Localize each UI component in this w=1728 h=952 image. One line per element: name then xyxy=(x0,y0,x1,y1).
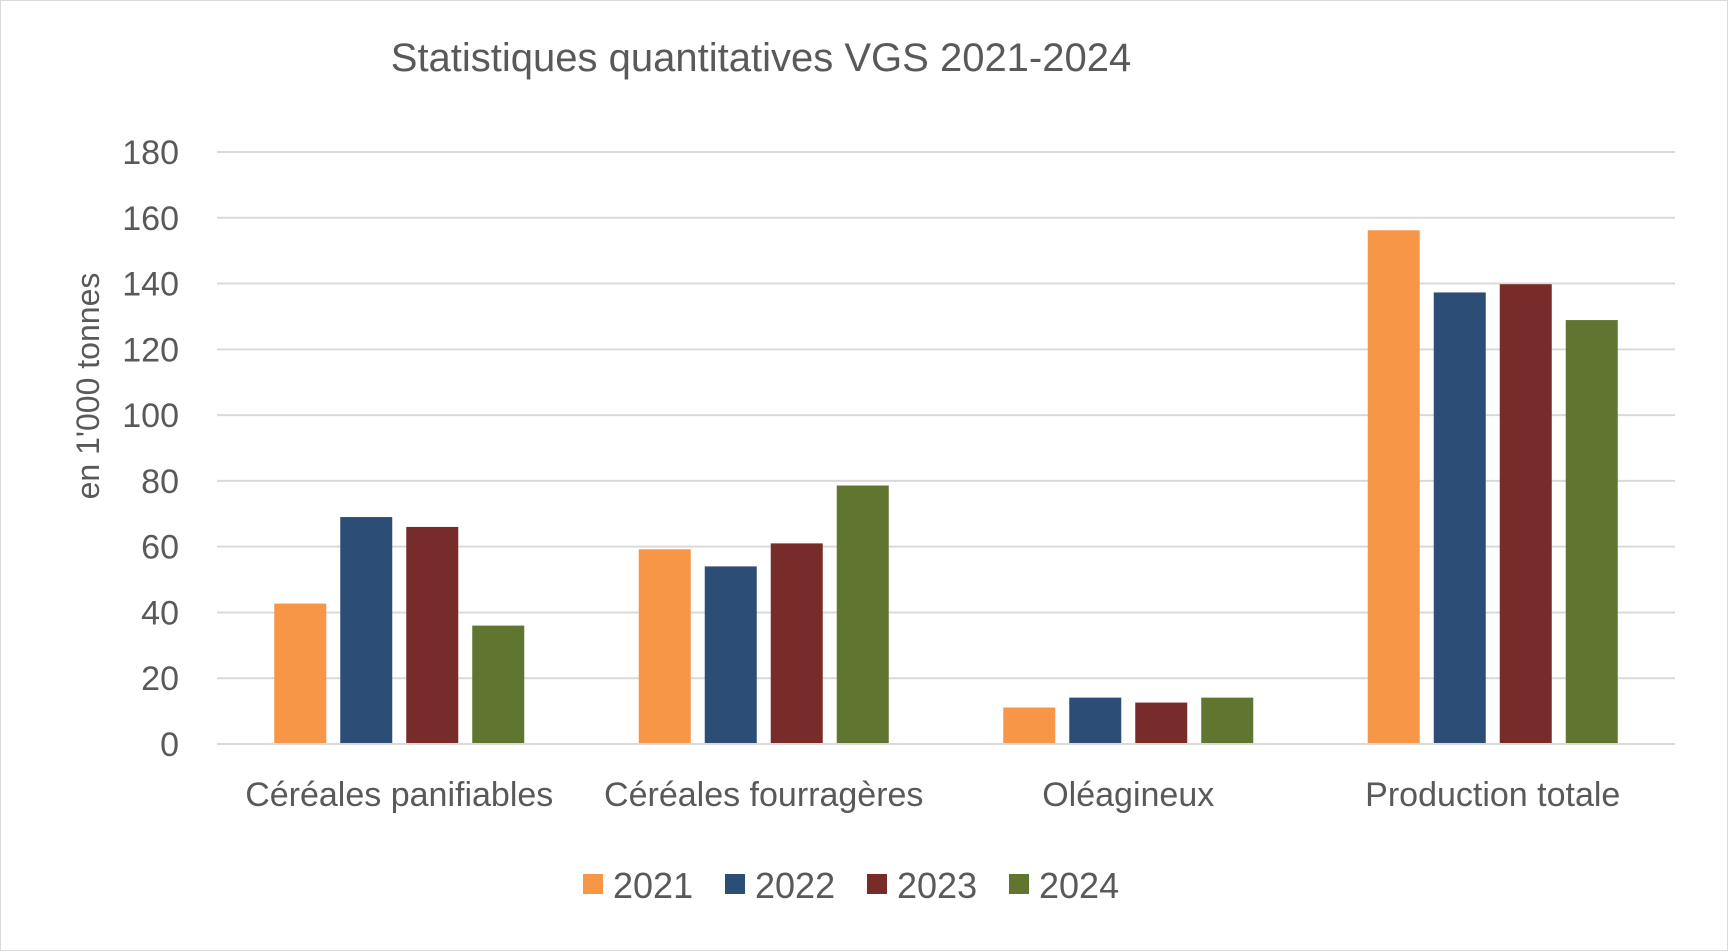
y-tick-label: 160 xyxy=(122,200,179,238)
y-tick-label: 20 xyxy=(141,660,179,698)
bar-2022-1 xyxy=(704,566,757,744)
legend-swatch-2022 xyxy=(725,874,745,894)
legend-label: 2021 xyxy=(613,865,693,906)
gridlines xyxy=(217,151,1675,680)
y-axis-ticks: 0 20 40 60 80 100 120 140 160 180 xyxy=(122,134,179,764)
category-labels: Céréales panifiables Céréales fourragères… xyxy=(245,776,1620,814)
bar-2023-1 xyxy=(770,543,823,744)
legend-label: 2024 xyxy=(1039,865,1119,906)
bar-2024-3 xyxy=(1565,320,1618,744)
bar-2021-3 xyxy=(1367,230,1420,744)
bar-2022-3 xyxy=(1433,292,1486,744)
legend-label: 2022 xyxy=(755,865,835,906)
x-tick-label: Oléagineux xyxy=(1042,776,1214,814)
x-tick-label: Production totale xyxy=(1365,776,1620,814)
bar-2022-0 xyxy=(340,517,393,744)
y-tick-label: 40 xyxy=(141,594,179,632)
bar-2023-2 xyxy=(1135,702,1188,744)
chart-title: Statistiques quantitatives VGS 2021-2024 xyxy=(391,36,1131,80)
legend-swatch-2021 xyxy=(583,874,603,894)
bar-2021-2 xyxy=(1003,707,1056,744)
bars xyxy=(274,230,1618,744)
bar-2024-0 xyxy=(472,625,525,744)
legend-swatch-2023 xyxy=(867,874,887,894)
y-tick-label: 100 xyxy=(122,397,179,435)
y-axis-label: en 1'000 tonnes xyxy=(70,273,106,500)
x-tick-label: Céréales panifiables xyxy=(245,776,553,814)
x-tick-label: Céréales fourragères xyxy=(604,776,923,814)
y-tick-label: 120 xyxy=(122,331,179,369)
legend-swatch-2024 xyxy=(1009,874,1029,894)
bar-2024-2 xyxy=(1201,697,1254,744)
bar-2021-0 xyxy=(274,603,327,744)
y-tick-label: 60 xyxy=(141,529,179,567)
legend-label: 2023 xyxy=(897,865,977,906)
legend: 2021 2022 2023 2024 xyxy=(583,865,1119,906)
bar-2023-3 xyxy=(1499,284,1552,744)
bar-2023-0 xyxy=(406,526,459,744)
bar-2022-2 xyxy=(1069,697,1122,744)
bar-2024-1 xyxy=(836,485,889,744)
bar-2021-1 xyxy=(638,549,691,744)
y-tick-label: 0 xyxy=(160,726,179,764)
y-tick-label: 80 xyxy=(141,463,179,501)
y-tick-label: 180 xyxy=(122,134,179,172)
y-tick-label: 140 xyxy=(122,266,179,304)
